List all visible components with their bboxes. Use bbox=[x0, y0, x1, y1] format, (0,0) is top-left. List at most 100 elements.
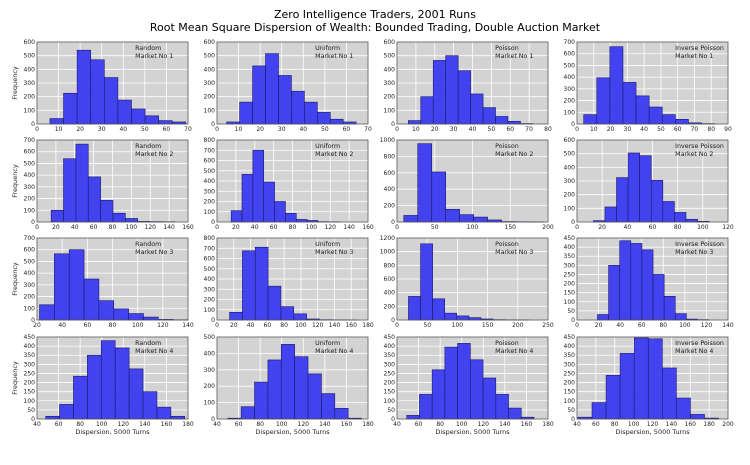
histogram-panel: 0 20 40 60 80 100 120 1400501001502002503003504… bbox=[564, 235, 734, 329]
x-tick-label: 50 bbox=[431, 224, 439, 231]
histogram-panel: 0 10 20 30 40 50 60 70 0 100 200 300 400 500 600 Random… bbox=[11, 39, 192, 133]
axes-frame bbox=[576, 336, 729, 420]
histogram-bar bbox=[675, 119, 689, 125]
histogram-bar bbox=[648, 106, 663, 125]
x-tick-label: 20 bbox=[431, 126, 439, 133]
panels-grid: 0 10 20 30 40 50 60 700100200300400500600Random… bbox=[11, 39, 734, 436]
axes-frame bbox=[396, 139, 549, 223]
y-tick-label: 150 bbox=[564, 389, 576, 396]
histogram-bar bbox=[240, 406, 255, 420]
histogram-bar bbox=[661, 114, 676, 125]
x-tick-label: 180 bbox=[182, 421, 194, 428]
x-tick-label: 0 bbox=[395, 126, 399, 133]
x-tick-label: 60 bbox=[270, 224, 278, 231]
histogram-bar bbox=[278, 75, 292, 125]
histogram-bar bbox=[507, 120, 521, 125]
market-label: Market No 2 bbox=[495, 151, 533, 158]
histogram-bar bbox=[307, 373, 322, 420]
x-tick-label: 100 bbox=[132, 322, 144, 329]
axes-frame bbox=[396, 237, 549, 321]
histogram-bar bbox=[605, 374, 621, 420]
histogram-bar bbox=[652, 274, 665, 321]
x-tick-label: 20 bbox=[232, 224, 240, 231]
y-tick-label: 400 bbox=[564, 164, 576, 171]
x-tick-label: 60 bbox=[264, 322, 272, 329]
axes-frame bbox=[216, 139, 369, 223]
x-axis-label: Dispersion, 5000 Turns bbox=[435, 428, 510, 436]
y-tick-label: 100 bbox=[564, 109, 576, 116]
x-tick-label: 40 bbox=[573, 421, 581, 428]
y-tick-label: 600 bbox=[564, 137, 576, 144]
x-tick-label: 50 bbox=[141, 126, 149, 133]
trader-type-label: Inverse Poisson bbox=[675, 241, 724, 248]
y-tick-label: 400 bbox=[204, 350, 216, 357]
x-tick-label: 100 bbox=[306, 224, 318, 231]
y-tick-label: 0 bbox=[211, 121, 215, 128]
y-tick-label: 600 bbox=[384, 39, 396, 46]
x-tick-label: 100 bbox=[276, 421, 288, 428]
y-tick-label: 800 bbox=[204, 235, 216, 242]
y-tick-label: 300 bbox=[204, 367, 216, 374]
histogram-panel: 20 40 60 80 100 120 140 0 100 200 300 400 500 600 700 R… bbox=[11, 235, 194, 329]
y-tick-label: 1000 bbox=[380, 249, 395, 256]
y-tick-label: 200 bbox=[384, 380, 396, 387]
trader-type-label: Uniform bbox=[315, 340, 340, 347]
x-tick-label: 100 bbox=[452, 322, 464, 329]
x-tick-label: 0 bbox=[575, 126, 579, 133]
x-tick-label: 120 bbox=[118, 421, 130, 428]
y-tick-label: 250 bbox=[564, 271, 576, 278]
y-tick-label: 0 bbox=[31, 317, 35, 324]
axes-frame bbox=[576, 41, 729, 125]
x-tick-label: 40 bbox=[247, 322, 255, 329]
y-tick-label: 300 bbox=[24, 184, 36, 191]
y-tick-label: 400 bbox=[24, 66, 36, 73]
x-tick-label: 100 bbox=[628, 421, 640, 428]
x-tick-label: 120 bbox=[478, 421, 490, 428]
y-tick-label: 600 bbox=[384, 276, 396, 283]
x-tick-label: 80 bbox=[436, 421, 444, 428]
histogram-bar bbox=[49, 118, 64, 125]
histogram-bar bbox=[100, 340, 116, 420]
y-tick-label: 400 bbox=[384, 343, 396, 350]
histogram-bar bbox=[144, 115, 159, 125]
trader-type-label: Random bbox=[135, 143, 161, 150]
x-tick-label: 120 bbox=[325, 224, 337, 231]
x-tick-label: 20 bbox=[230, 322, 238, 329]
trader-type-label: Uniform bbox=[315, 241, 340, 248]
histogram-bar bbox=[444, 346, 458, 420]
histogram-bar bbox=[444, 312, 458, 321]
y-tick-label: 200 bbox=[24, 294, 36, 301]
x-tick-label: 160 bbox=[341, 421, 353, 428]
x-tick-label: 120 bbox=[722, 224, 734, 231]
x-tick-label: 80 bbox=[289, 224, 297, 231]
histogram-bar bbox=[432, 60, 446, 125]
histogram-panel: 0 20 40 60 80 100 120 0 100 200 300 400 500 600 Invers… bbox=[564, 137, 734, 231]
x-tick-label: 80 bbox=[256, 421, 264, 428]
x-tick-label: 60 bbox=[674, 126, 682, 133]
y-tick-label: 300 bbox=[564, 361, 576, 368]
histogram-bar bbox=[622, 82, 637, 125]
y-tick-label: 50 bbox=[567, 308, 575, 315]
x-tick-label: 120 bbox=[647, 421, 659, 428]
market-label: Market No 3 bbox=[675, 249, 713, 256]
x-tick-label: 70 bbox=[525, 126, 533, 133]
histogram-bar bbox=[597, 314, 609, 321]
x-tick-label: 140 bbox=[182, 322, 194, 329]
histogram-bar bbox=[334, 408, 349, 420]
x-tick-label: 100 bbox=[679, 322, 691, 329]
histogram-bar bbox=[239, 101, 253, 125]
y-tick-label: 200 bbox=[384, 94, 396, 101]
histogram-bar bbox=[156, 406, 172, 420]
histogram-bar bbox=[456, 315, 470, 321]
x-tick-label: 0 bbox=[215, 322, 219, 329]
x-tick-label: 180 bbox=[703, 421, 715, 428]
x-tick-label: 140 bbox=[329, 322, 341, 329]
histogram-bar bbox=[495, 116, 509, 125]
y-tick-label: 500 bbox=[204, 266, 216, 273]
histogram-bar bbox=[508, 407, 522, 420]
x-tick-label: 80 bbox=[280, 322, 288, 329]
y-tick-label: 100 bbox=[204, 107, 216, 114]
y-tick-label: 300 bbox=[24, 282, 36, 289]
histogram-bar bbox=[604, 206, 617, 223]
y-tick-label: 100 bbox=[24, 207, 36, 214]
